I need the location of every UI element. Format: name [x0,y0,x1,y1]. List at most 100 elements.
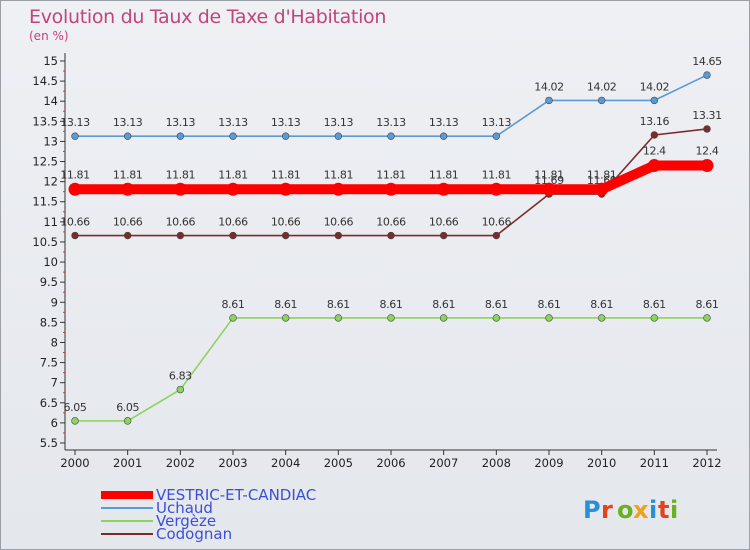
data-label: 10.66 [376,216,406,229]
logo-letter: t [658,496,669,524]
data-label: 13.13 [218,116,248,129]
logo-letter: o [617,496,634,524]
data-point [489,182,503,196]
data-point [545,314,553,322]
data-label: 10.66 [60,216,90,229]
data-point [123,231,132,240]
data-label: 14.65 [692,55,722,68]
data-point [650,314,659,322]
data-label: 10.66 [271,216,301,229]
data-label: 8.61 [432,298,455,311]
data-label: 8.61 [222,298,245,311]
data-point [650,96,659,105]
data-point [542,182,556,196]
data-point [281,231,290,240]
y-tick-label: 7 [51,376,58,390]
data-point [226,182,240,196]
data-label: 6.05 [64,401,87,414]
y-tick-label: 6.5 [40,396,58,410]
data-point [71,231,79,240]
x-tick-label: 2007 [429,456,458,470]
data-point [597,314,606,322]
x-tick-label: 2003 [218,456,247,470]
data-point [229,314,237,322]
data-label: 10.66 [429,216,459,229]
y-tick-label: 15 [43,54,58,68]
data-label: 13.13 [113,116,143,129]
data-point [334,132,343,140]
data-point [281,132,290,140]
data-point [123,132,132,140]
data-label: 14.02 [640,80,670,93]
data-label: 8.61 [643,298,666,311]
data-point [703,125,711,133]
data-point [71,132,79,140]
data-point [229,132,237,140]
data-point [492,314,501,322]
data-point [229,231,237,240]
x-tick-label: 2000 [60,456,89,470]
data-label: 11.81 [60,168,90,181]
data-point [439,231,448,240]
data-point [331,182,345,196]
data-point [176,231,185,240]
data-label: 11.81 [271,168,301,181]
x-tick-label: 2001 [113,456,142,470]
data-point [281,314,290,322]
data-label: 13.13 [429,116,459,129]
logo-letter: r [601,496,613,524]
y-tick-label: 10.5 [32,235,58,249]
x-tick-label: 2011 [640,456,669,470]
y-tick-label: 7.5 [40,356,58,370]
data-label: 13.13 [60,116,90,129]
data-point [387,132,395,140]
y-tick-label: 13.5 [32,114,58,128]
data-label: 8.61 [485,298,508,311]
x-tick-label: 2012 [692,456,721,470]
data-point [647,159,661,173]
data-label: 13.16 [640,115,670,128]
data-label: 12.4 [643,145,666,158]
data-label: 11.81 [113,168,143,181]
y-tick-label: 10 [43,255,58,269]
y-tick-label: 8 [51,335,58,349]
x-tick-label: 2008 [482,456,511,470]
y-tick-label: 13 [43,134,58,148]
data-label: 11.69 [534,174,564,187]
data-label: 8.61 [380,298,403,311]
data-label: 11.81 [376,168,406,181]
legend-label: Codognan [156,525,232,543]
data-point [71,417,79,425]
y-tick-label: 5.5 [40,436,58,450]
data-point [387,314,395,322]
logo-letter: P [583,496,601,524]
data-point [545,96,553,105]
data-point [173,182,187,196]
data-point [492,132,501,140]
series-verg-ze: 6.05 6.05 6.83 8.61 8.61 8.61 8.61 8.61 8.61 8.61… [64,298,719,425]
data-point [700,159,714,173]
data-label: 6.83 [169,370,192,383]
legend-label: Vergèze [156,512,216,530]
data-label: 11.81 [324,168,354,181]
x-tick-label: 2009 [534,456,563,470]
data-label: 11.81 [534,168,564,181]
legend-item: Uchaud [101,499,213,517]
logo-letter: i [670,496,678,524]
x-tick-label: 2002 [166,456,195,470]
y-tick-label: 14.5 [32,74,58,88]
series-vestric-et-candiac: 11.81 11.81 11.81 11.81 11.81 11.81 11.81 11.81… [60,145,719,196]
data-label: 13.13 [324,116,354,129]
data-label: 10.66 [166,216,196,229]
data-point [439,132,448,140]
data-point [121,182,135,196]
logo-letter: i [649,496,657,524]
legend-item: VESTRIC-ET-CANDIAC [101,486,316,504]
data-point [384,182,398,196]
y-tick-label: 8.5 [40,315,58,329]
data-label: 10.66 [482,216,512,229]
y-tick-label: 12.5 [32,155,58,169]
